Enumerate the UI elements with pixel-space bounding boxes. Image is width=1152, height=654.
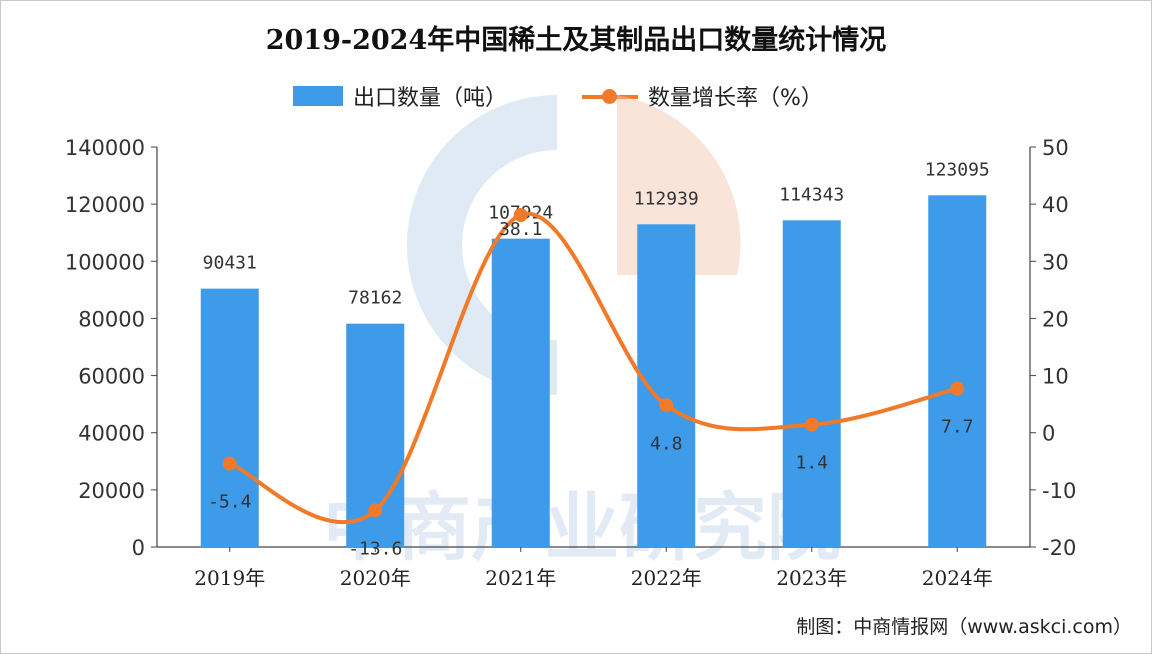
x-tick-label: 2020年: [340, 566, 411, 590]
growth-rate-point: [659, 398, 674, 413]
bar-value-label: 112939: [634, 188, 699, 209]
bar-2024年: [928, 195, 987, 548]
watermark-text: 中商产业研究院: [323, 485, 841, 571]
growth-rate-label: -13.6: [348, 538, 402, 559]
bar-value-label: 123095: [925, 159, 990, 180]
legend-line-swatch: [582, 86, 638, 106]
x-tick-label: 2021年: [485, 566, 556, 590]
growth-rate-label: 7.7: [941, 417, 974, 438]
x-tick-label: 2019年: [194, 566, 265, 590]
legend-label-growth-rate: 数量增长率（%）: [648, 86, 823, 111]
growth-rate-point: [804, 417, 819, 432]
y-right-tick-label: 0: [1042, 422, 1055, 446]
y-right-tick-label: 40: [1042, 193, 1069, 217]
y-right-tick-label: 20: [1042, 307, 1069, 331]
y-right-tick-label: -20: [1042, 536, 1076, 560]
y-right-tick-label: 10: [1042, 365, 1069, 389]
x-tick-label: 2024年: [922, 566, 993, 590]
legend: 出口数量（吨） 数量增长率（%）: [0, 80, 1152, 114]
growth-rate-label: 1.4: [795, 453, 828, 474]
legend-item-growth-rate: 数量增长率（%）: [582, 80, 823, 112]
y-right-tick-label: -10: [1042, 479, 1076, 503]
bar-2023年: [782, 220, 841, 547]
y-left-tick-label: 100000: [65, 250, 145, 274]
y-left-tick-label: 20000: [78, 479, 145, 503]
y-left-tick-label: 80000: [78, 307, 145, 331]
y-left-tick-label: 120000: [65, 193, 145, 217]
y-right-tick-label: 50: [1042, 136, 1069, 160]
growth-rate-point: [513, 208, 528, 222]
chart-title: 2019-2024年中国稀土及其制品出口数量统计情况: [265, 25, 887, 56]
source-note: 制图：中商情报网（www.askci.com）: [796, 616, 1132, 638]
growth-rate-label: 4.8: [650, 433, 683, 454]
growth-rate-label: -5.4: [208, 492, 251, 513]
y-left-tick-label: 60000: [78, 365, 145, 389]
legend-label-export-volume: 出口数量（吨）: [353, 86, 508, 111]
bar-value-label: 90431: [203, 253, 257, 274]
growth-rate-point: [222, 456, 237, 471]
bar-2021年: [491, 238, 550, 547]
watermark-logo-left: [407, 95, 557, 395]
growth-rate-point: [950, 381, 965, 396]
bar-2019年: [200, 288, 259, 547]
legend-bar-swatch: [293, 86, 343, 106]
y-left-tick-label: 140000: [65, 136, 145, 160]
growth-rate-line: [228, 211, 958, 525]
x-tick-label: 2023年: [776, 566, 847, 590]
growth-rate-point: [368, 503, 383, 518]
legend-item-export-volume: 出口数量（吨）: [293, 80, 507, 112]
bar-value-label: 78162: [348, 288, 402, 309]
y-left-tick-label: 0: [132, 536, 145, 560]
growth-rate-label: 38.1: [499, 219, 542, 240]
y-left-tick-label: 40000: [78, 422, 145, 446]
bar-value-label: 114343: [779, 184, 844, 205]
y-right-tick-label: 30: [1042, 250, 1069, 274]
x-tick-label: 2022年: [631, 566, 702, 590]
